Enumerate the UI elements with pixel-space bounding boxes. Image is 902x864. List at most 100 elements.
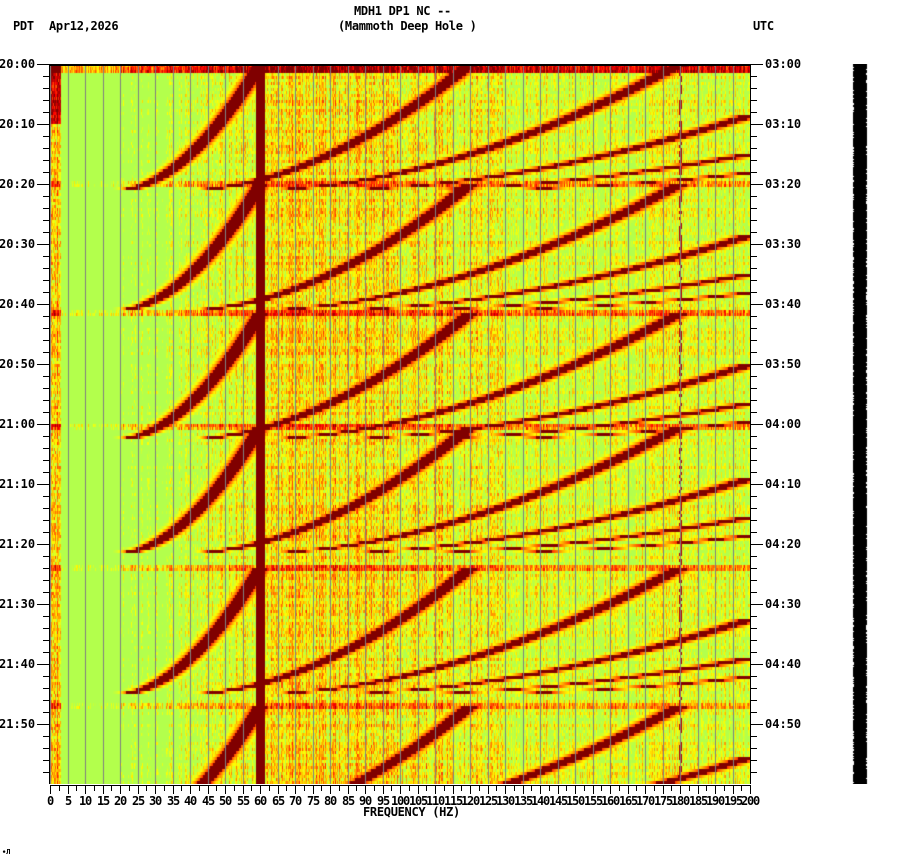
right-timezone-label: UTC [753,19,774,33]
left-major-tick [37,364,49,365]
left-minor-tick [43,640,49,641]
left-time-label: 20:30 [0,237,36,251]
right-minor-tick [751,268,757,269]
left-minor-tick [43,160,49,161]
frequency-major-tick [190,785,191,794]
frequency-minor-tick [181,785,182,791]
frequency-minor-tick [129,785,130,791]
left-minor-tick [43,556,49,557]
frequency-minor-tick [356,785,357,791]
left-minor-tick [43,220,49,221]
right-minor-tick [751,100,757,101]
frequency-tick-label: 40 [183,794,197,808]
frequency-major-tick [698,785,699,794]
frequency-tick-label: 100 [391,794,410,808]
frequency-major-tick [330,785,331,794]
frequency-major-tick [505,785,506,794]
left-minor-tick [43,472,49,473]
frequency-major-tick [138,785,139,794]
frequency-major-tick [260,785,261,794]
right-minor-tick [751,496,757,497]
frequency-minor-tick [724,785,725,791]
right-time-label: 04:00 [765,417,802,431]
frequency-major-tick [208,785,209,794]
left-minor-tick [43,580,49,581]
left-minor-tick [43,652,49,653]
left-minor-tick [43,148,49,149]
frequency-minor-tick [94,785,95,791]
right-time-label: 03:40 [765,297,802,311]
frequency-tick-label: 125 [479,794,498,808]
left-minor-tick [43,676,49,677]
left-minor-tick [43,100,49,101]
frequency-tick-label: 65 [271,794,285,808]
left-minor-tick [43,520,49,521]
left-time-label: 20:50 [0,357,36,371]
left-minor-tick [43,376,49,377]
left-minor-tick [43,760,49,761]
frequency-tick-label: 0 [46,794,54,808]
right-minor-tick [751,652,757,653]
left-time-label: 21:50 [0,717,36,731]
frequency-minor-tick [339,785,340,791]
right-minor-tick [751,460,757,461]
frequency-major-tick [575,785,576,794]
frequency-tick-label: 150 [566,794,585,808]
left-minor-tick [43,112,49,113]
right-time-label: 04:40 [765,657,802,671]
frequency-tick-label: 180 [671,794,690,808]
frequency-major-tick [628,785,629,794]
frequency-minor-tick [566,785,567,791]
right-time-label: 03:00 [765,57,802,71]
frequency-tick-label: 20 [113,794,127,808]
right-minor-tick [751,172,757,173]
frequency-major-tick [313,785,314,794]
frequency-major-tick [155,785,156,794]
left-minor-tick [43,88,49,89]
right-major-tick [751,664,763,665]
right-minor-tick [751,760,757,761]
frequency-tick-label: 200 [741,794,760,808]
right-minor-tick [751,472,757,473]
left-minor-tick [43,232,49,233]
frequency-major-tick [383,785,384,794]
right-minor-tick [751,736,757,737]
frequency-tick-label: 85 [341,794,355,808]
frequency-tick-label: 35 [166,794,180,808]
right-major-tick [751,184,763,185]
frequency-major-tick [435,785,436,794]
frequency-tick-label: 60 [253,794,267,808]
left-minor-tick [43,448,49,449]
left-major-tick [37,124,49,125]
left-minor-tick [43,172,49,173]
frequency-minor-tick [269,785,270,791]
frequency-major-tick [173,785,174,794]
frequency-tick-label: 110 [426,794,445,808]
frequency-minor-tick [444,785,445,791]
frequency-tick-label: 30 [148,794,162,808]
frequency-major-tick [278,785,279,794]
frequency-minor-tick [496,785,497,791]
right-major-tick [751,484,763,485]
left-major-tick [37,304,49,305]
frequency-minor-tick [426,785,427,791]
frequency-minor-tick [76,785,77,791]
amplitude-trace [852,64,868,784]
frequency-tick-label: 80 [323,794,337,808]
frequency-minor-tick [479,785,480,791]
right-minor-tick [751,616,757,617]
frequency-major-tick [348,785,349,794]
frequency-minor-tick [409,785,410,791]
frequency-minor-tick [251,785,252,791]
frequency-major-tick [593,785,594,794]
right-minor-tick [751,700,757,701]
left-minor-tick [43,256,49,257]
frequency-tick-label: 25 [131,794,145,808]
frequency-tick-label: 190 [706,794,725,808]
frequency-minor-tick [636,785,637,791]
right-time-label: 03:20 [765,177,802,191]
left-time-label: 21:40 [0,657,36,671]
frequency-tick-label: 135 [514,794,533,808]
right-minor-tick [751,280,757,281]
frequency-tick-label: 195 [724,794,743,808]
